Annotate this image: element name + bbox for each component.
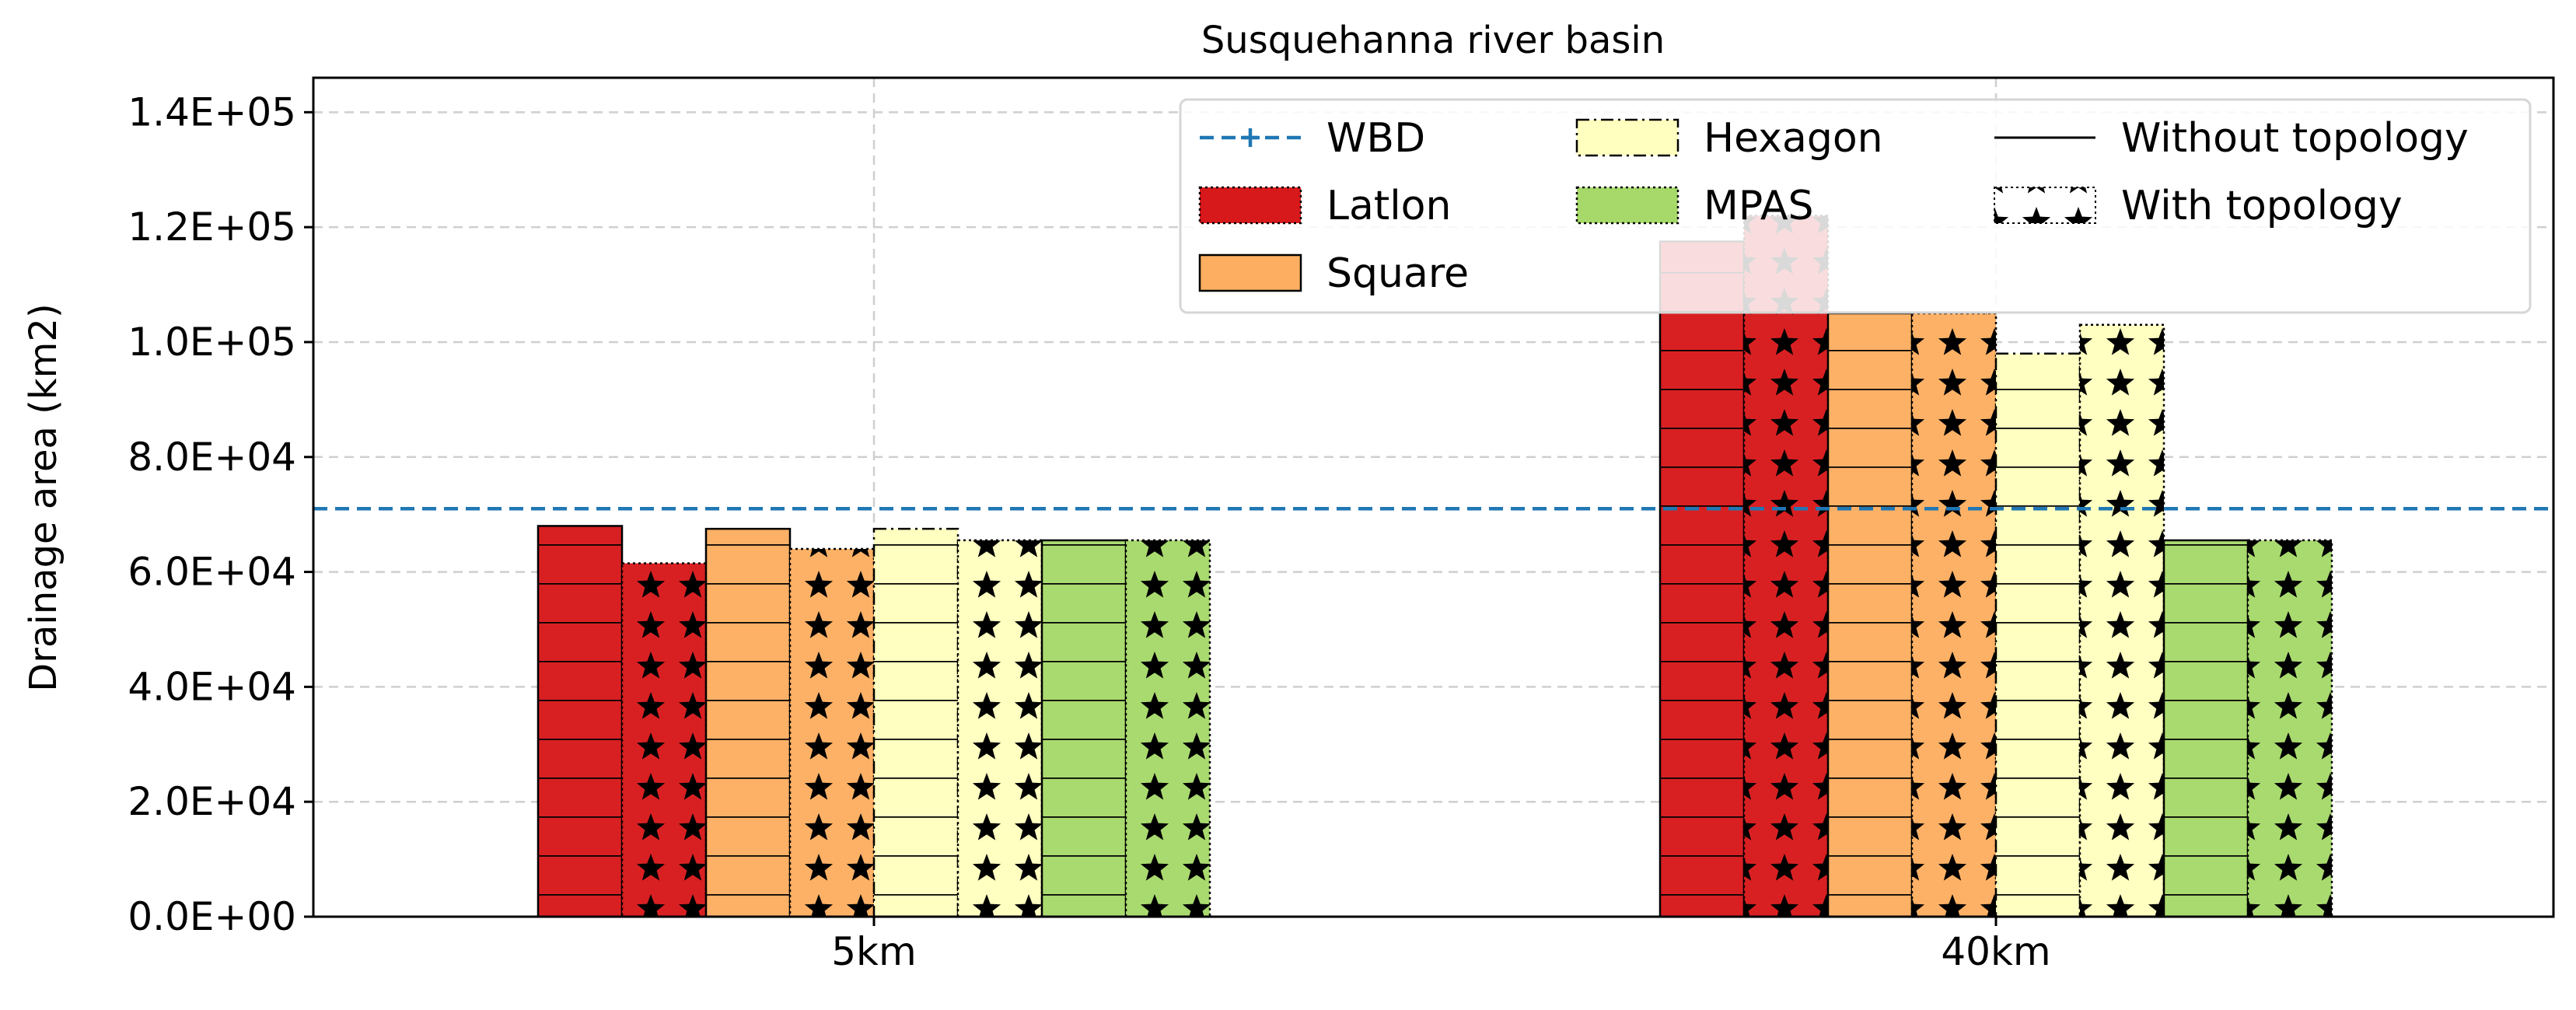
x-tick-label: 5km (831, 929, 916, 974)
bar-star-hatch (790, 549, 874, 917)
bar-outline (1742, 215, 1830, 917)
y-tick-label: 4.0E+04 (128, 664, 296, 709)
legend-item: MPAS (1575, 183, 1813, 229)
y-tick-label: 8.0E+04 (128, 435, 296, 480)
legend-label: MPAS (1704, 183, 1813, 229)
y-tick-label: 1.0E+05 (128, 320, 296, 365)
bar-line-hatch (706, 529, 790, 917)
legend-label: Hexagon (1704, 115, 1883, 162)
bar-line-hatch (1660, 241, 1744, 917)
plot-frame (312, 76, 2555, 918)
legend-swatch (1198, 186, 1302, 225)
y-axis-ticks: 0.0E+00 2.0E+04 4.0E+04 6.0E+04 8.0E+04 1.0E+… (128, 89, 313, 939)
legend-label: Latlon (1326, 183, 1451, 229)
legend-label: WBD (1326, 115, 1425, 162)
legend-label: Without topology (2121, 115, 2469, 162)
x-tick-label: 40km (1941, 929, 2050, 974)
legend-label: With topology (2121, 183, 2403, 229)
bar-outline (1124, 539, 1211, 917)
bar-star-hatch (2248, 540, 2332, 917)
legend-swatch (1575, 118, 1679, 157)
y-axis-label: Drainage area (km2) (22, 303, 65, 691)
bar-line-hatch (1828, 313, 1912, 917)
legend-swatch (1198, 253, 1302, 292)
legend-item: Without topology (1994, 115, 2469, 162)
bar-outline (620, 562, 708, 917)
bar-outline (1910, 312, 1998, 917)
bar-outline (872, 527, 959, 917)
legend-item: WBD (1200, 115, 1425, 162)
legend-item: Square (1198, 250, 1469, 297)
legend-box (1179, 98, 2532, 314)
bar-star-hatch (1744, 215, 1828, 917)
x-axis-ticks: 5km 40km (831, 917, 2051, 974)
bar-series (537, 215, 2333, 917)
bar-line-hatch (1996, 353, 2080, 917)
bar-line-hatch (2164, 540, 2248, 917)
bar-star-hatch (1126, 540, 1210, 917)
legend-item: With topology (1994, 183, 2403, 229)
legend-label: Square (1326, 250, 1469, 297)
bar-star-hatch (1912, 313, 1996, 917)
legend-swatch-hatch-star (1994, 187, 2096, 224)
bar-star-hatch (622, 563, 706, 917)
legend-item: Hexagon (1575, 115, 1883, 162)
bar-star-hatch (2080, 324, 2164, 917)
bar-line-hatch (1042, 540, 1126, 917)
y-tick-label: 6.0E+04 (128, 550, 296, 595)
y-tick-label: 1.4E+05 (128, 89, 296, 135)
bar-star-hatch (958, 540, 1042, 917)
bar-outline (2246, 539, 2333, 917)
y-tick-label: 2.0E+04 (128, 779, 296, 824)
legend: WBD Latlon Square Hexagon MPAS Without topolo… (1179, 98, 2532, 314)
chart-title: Susquehanna river basin (1201, 19, 1665, 62)
bar-line-hatch (874, 529, 958, 917)
y-tick-label: 0.0E+00 (128, 894, 296, 939)
legend-swatch (1575, 186, 1679, 225)
y-tick-label: 1.2E+05 (128, 204, 296, 250)
bar-line-hatch (538, 526, 622, 917)
legend-item: Latlon (1198, 183, 1451, 229)
